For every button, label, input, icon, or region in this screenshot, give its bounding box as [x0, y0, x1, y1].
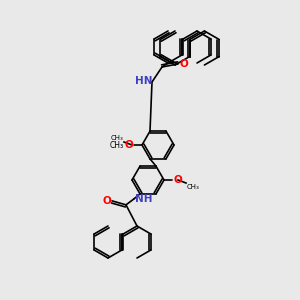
Text: CH₃: CH₃ — [187, 184, 200, 190]
Text: NH: NH — [135, 194, 152, 204]
Text: O: O — [173, 175, 182, 185]
Text: O: O — [179, 59, 188, 69]
Text: CH₃: CH₃ — [110, 140, 124, 149]
Text: CH₃: CH₃ — [110, 135, 123, 141]
Text: O: O — [102, 196, 111, 206]
Text: O: O — [124, 140, 133, 150]
Text: HN: HN — [134, 76, 152, 86]
